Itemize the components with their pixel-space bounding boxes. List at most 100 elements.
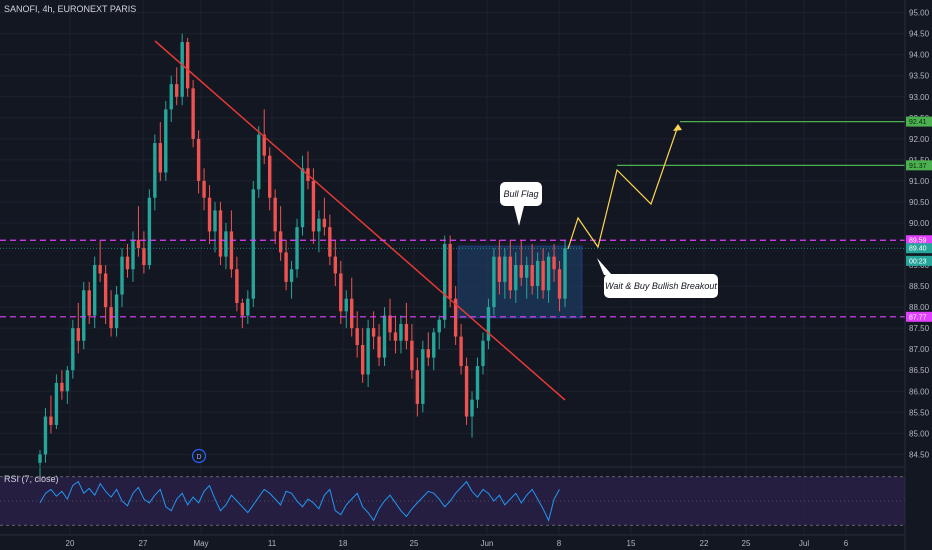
candle-body[interactable]: [497, 256, 502, 282]
candle-body[interactable]: [410, 340, 414, 371]
candle-body[interactable]: [213, 210, 217, 232]
candle-body[interactable]: [120, 256, 124, 295]
rsi-line[interactable]: [39, 480, 560, 522]
candle-body[interactable]: [131, 239, 135, 270]
candle-body[interactable]: [54, 382, 59, 425]
candle-body[interactable]: [333, 256, 338, 274]
price-axis[interactable]: [905, 0, 932, 550]
candle-body[interactable]: [415, 370, 420, 404]
breakout-callout[interactable]: Wait & Buy Bullish Breakout: [597, 258, 718, 298]
candle-body[interactable]: [388, 315, 392, 333]
candle-body[interactable]: [142, 248, 146, 266]
candle-body[interactable]: [399, 323, 403, 341]
candle-body[interactable]: [267, 155, 272, 198]
candle-body[interactable]: [82, 290, 86, 341]
candle-body[interactable]: [251, 189, 255, 299]
candle-body[interactable]: [486, 307, 491, 341]
candle-body[interactable]: [191, 88, 195, 139]
candle-body[interactable]: [284, 252, 288, 282]
candle-body[interactable]: [366, 328, 370, 375]
candle-body[interactable]: [202, 180, 206, 198]
candle-body[interactable]: [432, 332, 436, 358]
candle-body[interactable]: [87, 290, 91, 316]
dividend-event-marker[interactable]: D: [191, 448, 207, 464]
candle-body[interactable]: [196, 138, 201, 181]
candle-body[interactable]: [278, 231, 283, 253]
candle-body[interactable]: [437, 319, 441, 333]
candle-body[interactable]: [289, 269, 294, 282]
candle-body[interactable]: [71, 328, 75, 371]
candle-body[interactable]: [322, 218, 327, 228]
candle-body[interactable]: [218, 210, 223, 257]
candle-body[interactable]: [262, 134, 266, 156]
candle-body[interactable]: [136, 239, 141, 249]
candle-body[interactable]: [514, 265, 518, 291]
candle-body[interactable]: [503, 256, 507, 282]
candle-body[interactable]: [49, 416, 53, 425]
candle-body[interactable]: [60, 382, 64, 392]
candle-body[interactable]: [448, 244, 452, 299]
candle-body[interactable]: [541, 260, 545, 291]
candle-body[interactable]: [317, 218, 321, 232]
candle-body[interactable]: [246, 298, 250, 316]
candle-body[interactable]: [393, 332, 398, 341]
candle-body[interactable]: [557, 269, 562, 299]
candle-body[interactable]: [153, 143, 157, 198]
candle-body[interactable]: [257, 134, 261, 190]
candle-body[interactable]: [481, 340, 485, 367]
candle-body[interactable]: [65, 370, 70, 392]
candle-body[interactable]: [224, 231, 228, 257]
candle-body[interactable]: [360, 344, 365, 375]
candle-body[interactable]: [563, 248, 567, 299]
candle-body[interactable]: [546, 256, 551, 291]
candle-body[interactable]: [240, 302, 245, 316]
candle-body[interactable]: [464, 366, 469, 417]
candle-body[interactable]: [185, 42, 190, 89]
candle-body[interactable]: [508, 256, 513, 291]
time-axis-ticks[interactable]: 20 27 May 11 18 25 Jun 8 15 22 25 Jul 6: [66, 539, 849, 548]
candle-body[interactable]: [180, 42, 184, 97]
bull-flag-box[interactable]: [457, 245, 583, 319]
bull-flag-callout[interactable]: Bull Flag: [500, 182, 542, 226]
candle-body[interactable]: [442, 244, 447, 320]
candle-body[interactable]: [175, 84, 179, 97]
candle-body[interactable]: [300, 168, 305, 228]
candle-body[interactable]: [535, 260, 540, 287]
candle-body[interactable]: [43, 416, 48, 455]
candle-body[interactable]: [169, 84, 173, 110]
candle-body[interactable]: [371, 328, 376, 337]
candle-body[interactable]: [404, 323, 409, 341]
candle-body[interactable]: [98, 265, 102, 274]
candle-body[interactable]: [453, 298, 458, 337]
candle-body[interactable]: [350, 298, 354, 329]
downtrend-line[interactable]: [154, 40, 566, 401]
candle-body[interactable]: [92, 265, 97, 316]
candle-body[interactable]: [355, 328, 359, 345]
candle-body[interactable]: [459, 336, 463, 367]
candle-body[interactable]: [382, 315, 387, 358]
candle-body[interactable]: [235, 269, 239, 303]
candle-body[interactable]: [344, 298, 348, 312]
candle-body[interactable]: [109, 307, 113, 329]
candle-body[interactable]: [328, 227, 332, 257]
candle-body[interactable]: [38, 454, 42, 463]
candle-body[interactable]: [421, 349, 425, 404]
candle-body[interactable]: [492, 256, 496, 308]
candle-body[interactable]: [377, 336, 381, 358]
candle-body[interactable]: [552, 256, 556, 270]
candle-body[interactable]: [426, 349, 430, 358]
candle-body[interactable]: [76, 328, 80, 341]
candle-body[interactable]: [114, 294, 119, 329]
candle-body[interactable]: [103, 273, 108, 308]
candle-body[interactable]: [470, 399, 474, 417]
candle-body[interactable]: [519, 265, 523, 278]
candle-body[interactable]: [207, 197, 212, 232]
projection-path[interactable]: [567, 125, 679, 250]
candle-body[interactable]: [311, 180, 316, 232]
candle-body[interactable]: [475, 366, 480, 400]
candle-body[interactable]: [147, 197, 152, 266]
candle-body[interactable]: [530, 265, 534, 287]
candle-body[interactable]: [339, 273, 343, 312]
candle-body[interactable]: [525, 265, 529, 278]
